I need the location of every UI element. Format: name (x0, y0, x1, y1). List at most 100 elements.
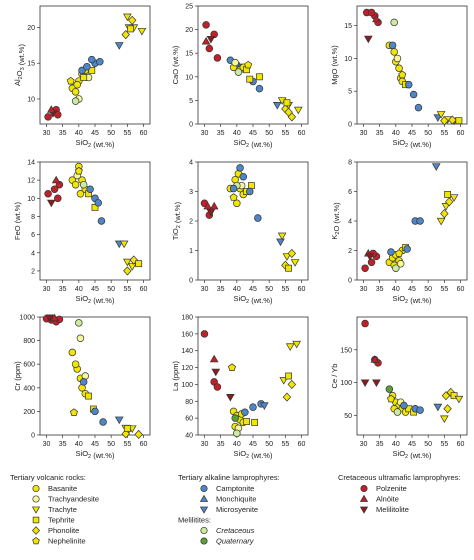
panel-6: 30 35 40 45 50 55 60 0 2 4 6 8 SiO2 (wt.%) K2O (wt.%) (330, 160, 468, 305)
x-tick-label: 60 (140, 286, 148, 293)
data-point-tephrite (283, 99, 291, 107)
x-axis-label: SiO2 (wt.%) (76, 294, 115, 305)
data-point-camptonite (236, 164, 244, 172)
x-tick-label: 35 (217, 441, 225, 448)
x-tick-label: 60 (457, 441, 465, 448)
data-point-alnoite (51, 175, 61, 184)
legend-label: Basanite (48, 484, 77, 493)
y-tick-label: 12 (27, 178, 35, 185)
data-point-microsyenite (272, 102, 282, 110)
data-point-polzenite (202, 21, 210, 29)
data-point-polzenite (205, 44, 214, 53)
data-point-polzenite (54, 194, 62, 203)
y-tick-label: 6 (31, 232, 35, 239)
x-tick-label: 50 (107, 130, 115, 137)
y-tick-label: 4 (348, 219, 352, 226)
y-tick-label: 40 (185, 433, 193, 440)
x-tick-label: 45 (249, 441, 257, 448)
y-tick-label: 100 (340, 380, 352, 387)
y-tick-label: 10 (27, 196, 35, 203)
data-point-alnoite (209, 201, 219, 210)
x-tick-label: 50 (265, 441, 273, 448)
data-point-camptonite (79, 378, 88, 386)
data-point-camptonite (97, 217, 106, 225)
legend-group-1: Tertiary volcanic rocks: Basanite Trachyan… (10, 473, 99, 546)
data-point-polzenite (200, 330, 209, 338)
x-tick-label: 60 (298, 286, 306, 293)
data-point-nephelinite (386, 394, 395, 403)
legend-group-title: Tertiary alkaline lamprophyres: (178, 473, 280, 482)
data-point-nephelinite (74, 166, 83, 175)
data-point-trachyte (277, 232, 287, 241)
data-point-tephrite (285, 264, 292, 272)
data-point-nephelinite (227, 363, 236, 371)
legend-marker-cretaceous (200, 526, 208, 535)
x-tick-label: 55 (123, 286, 131, 293)
data-point-polzenite (361, 319, 369, 328)
y-tick-label: 180 (181, 315, 193, 322)
legend-label: Melilitolite (376, 505, 409, 514)
data-point-melilitolite (226, 394, 235, 402)
legend-marker-polzenite (360, 484, 368, 493)
x-tick-label: 45 (249, 130, 257, 137)
data-point-trachyte (290, 259, 300, 267)
plot-frame (356, 316, 468, 436)
data-point-nephelinite (66, 76, 75, 85)
x-tick-label: 35 (59, 286, 67, 293)
data-point-tephrite (444, 191, 451, 198)
x-tick-label: 30 (201, 130, 209, 137)
legend-label: Trachyte (48, 505, 77, 514)
data-point-camptonite (83, 63, 91, 71)
data-point-phonolite (440, 116, 449, 126)
y-tick-label: 1000 (19, 315, 35, 322)
data-point-phonolite (443, 404, 452, 414)
legend-label: Trachyandesite (48, 495, 99, 504)
data-point-trachyte (282, 253, 292, 261)
x-tick-label: 55 (123, 441, 131, 448)
x-tick-label: 55 (281, 286, 289, 293)
x-tick-label: 40 (233, 130, 241, 137)
legend-subtitle: Melilitites: (178, 516, 211, 525)
data-point-camptonite (96, 58, 104, 66)
data-point-microsyenite (114, 42, 124, 50)
data-point-trachyte (293, 106, 303, 115)
data-point-phonolite (287, 379, 297, 390)
data-point-alnoite (372, 14, 381, 23)
data-point-camptonite (239, 173, 248, 181)
legend-label: Phonolite (48, 526, 79, 535)
x-tick-label: 40 (75, 441, 83, 448)
panel-1: 30 35 40 45 50 55 60 10 15 20 SiO2 (wt.%) Al2O3 (wt… (13, 5, 151, 149)
y-tick-label: 160 (181, 331, 193, 338)
legend-label: Tephrite (48, 516, 75, 525)
legend-group-3: Cretaceous ultramafic lamprophyres: Polze… (338, 473, 461, 514)
y-axis-label: Al2O3 (wt.%) (13, 44, 26, 86)
plot-frame (356, 5, 468, 125)
data-point-tephrite (88, 66, 96, 74)
y-tick-label: 80 (185, 399, 193, 406)
x-tick-label: 35 (376, 130, 384, 137)
data-point-trachyte (436, 111, 446, 119)
legend-marker-melilitolite (359, 506, 369, 514)
y-tick-label: 10 (344, 56, 352, 63)
data-point-alnoite (201, 36, 211, 45)
legend-marker-nephelinite (32, 537, 40, 545)
data-point-melilitolite (363, 35, 373, 44)
x-tick-label: 50 (107, 441, 115, 448)
x-tick-label: 60 (140, 130, 148, 137)
y-tick-label: 2 (189, 219, 193, 226)
legend-group-2: Tertiary alkaline lamprophyres: Camptonit… (178, 473, 280, 546)
legend-marker-phonolite (32, 526, 40, 535)
data-point-trachyte (292, 340, 302, 349)
data-point-microsyenite (114, 416, 124, 425)
y-tick-label: 5 (189, 98, 193, 105)
data-point-tephrite (127, 25, 134, 33)
y-tick-label: 10 (27, 96, 35, 103)
data-point-camptonite (249, 403, 257, 411)
data-point-melilitolite (206, 209, 216, 217)
panel-3: 30 35 40 45 50 55 60 0 5 10 15 SiO2 (wt.%) MgO (wt.%… (330, 5, 468, 149)
x-tick-label: 35 (59, 130, 67, 137)
data-point-trachyte (454, 395, 464, 404)
legend-label: Quaternary (216, 537, 255, 546)
y-tick-label: 0 (348, 278, 352, 285)
